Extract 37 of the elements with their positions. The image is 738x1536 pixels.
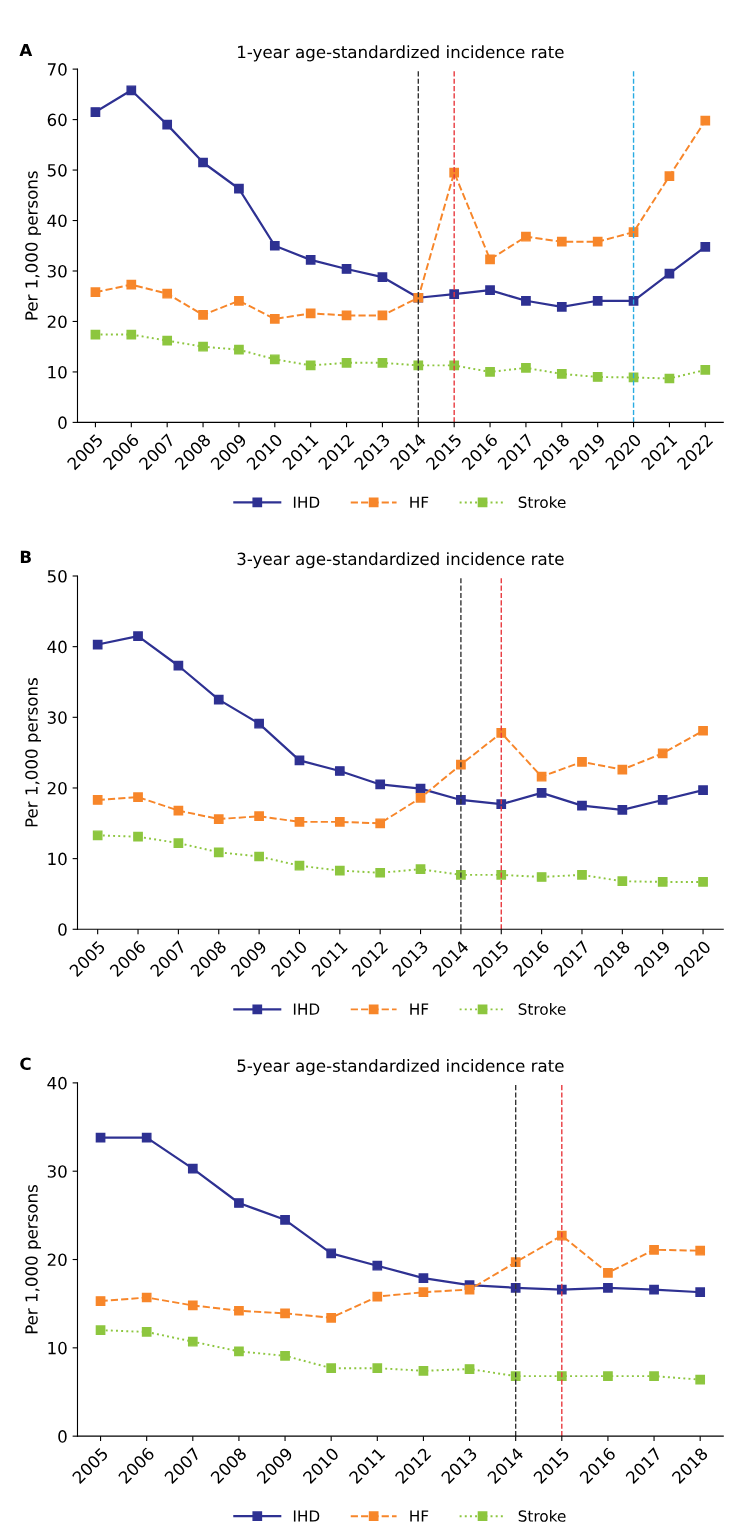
legend-label: Stroke [518,1509,566,1522]
y-axis-title: Per 1,000 persons [25,1185,41,1334]
y-axis-title: Per 1,000 persons [25,678,41,827]
y-tick-label: 60 [47,113,67,127]
y-tick-label: 20 [47,1253,67,1267]
y-tick-label: 50 [47,164,67,177]
legend-label: Stroke [518,1003,566,1015]
y-tick-label: 10 [48,365,67,379]
chart-title: 3-year age-standardized incidence rate [237,552,564,569]
legend-label: IHD [293,1003,320,1015]
y-tick-label: 0 [58,416,67,429]
y-tick-label: 20 [47,781,67,795]
y-tick-label: 20 [47,315,67,329]
legend-label: HF [410,1003,429,1015]
chart-title: 1-year age-standardized incidence rate [238,45,564,62]
legend-label: HF [410,1510,429,1522]
y-tick-label: 10 [48,852,67,866]
y-tick-label: 10 [48,1341,67,1355]
y-tick-label: 40 [47,1076,67,1090]
legend-label: IHD [293,1510,320,1522]
legend-label: Stroke [518,496,566,509]
y-tick-label: 30 [47,1165,67,1178]
legend-label: HF [410,496,429,508]
y-tick-label: 0 [58,1430,67,1443]
y-tick-label: 50 [47,569,67,583]
y-tick-label: 30 [47,711,67,724]
chart-title: 5-year age-standardized incidence rate [237,1059,564,1076]
legend-label: IHD [293,496,320,508]
y-tick-label: 30 [47,264,67,278]
text: C [20,1057,31,1071]
y-tick-label: 40 [47,640,67,654]
y-axis-title: Per 1,000 persons [25,171,41,320]
y-tick-label: 0 [58,923,67,936]
text: A [19,43,33,57]
y-tick-label: 70 [47,63,67,76]
text: B [20,550,31,563]
y-tick-label: 40 [47,214,67,228]
